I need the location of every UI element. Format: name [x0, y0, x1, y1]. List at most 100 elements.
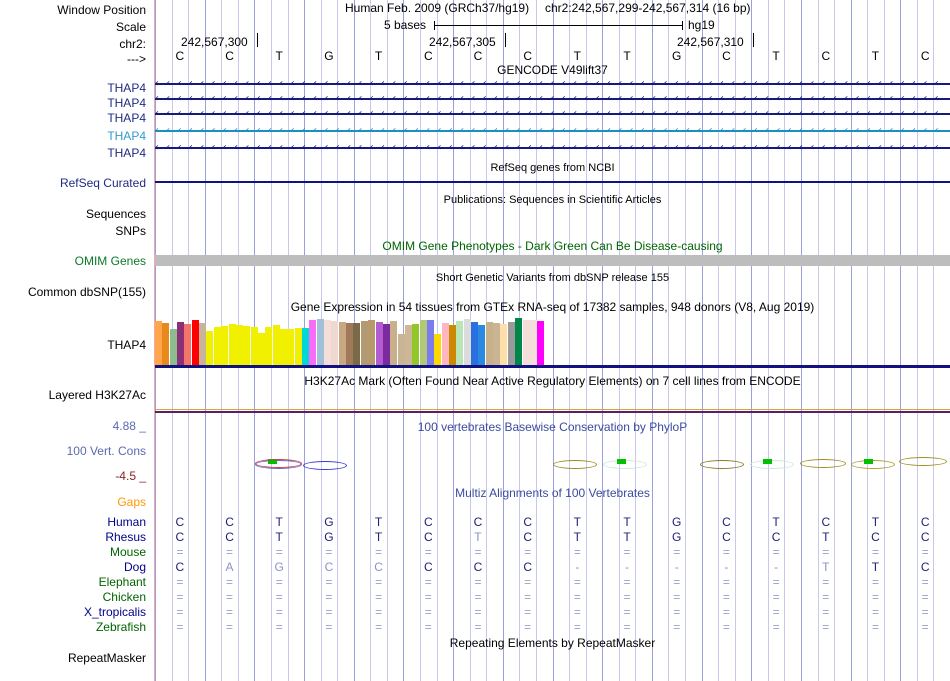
gtex-tissue-bar[interactable]	[177, 322, 185, 365]
gtex-tissue-bar[interactable]	[493, 323, 501, 365]
gtex-tissue-bar[interactable]	[235, 325, 243, 365]
gencode-gene-label-1[interactable]: THAP4	[107, 81, 146, 95]
gtex-tissue-bar[interactable]	[272, 325, 280, 365]
gencode-gene-label-4[interactable]: THAP4	[107, 129, 146, 143]
gtex-tissue-bar[interactable]	[213, 327, 221, 365]
gtex-tissue-bar[interactable]	[478, 325, 486, 365]
gtex-tissue-bar[interactable]	[324, 320, 332, 365]
gtex-tissue-bar[interactable]	[404, 325, 412, 365]
h3k27ac-track-title[interactable]: H3K27Ac Mark (Often Found Near Active Re…	[304, 374, 801, 388]
gtex-tissue-bar[interactable]	[287, 329, 295, 365]
gtex-tissue-bar[interactable]	[155, 321, 162, 365]
gencode-gene-row[interactable]: ‹‹‹‹‹‹‹‹‹‹‹‹‹‹‹‹‹‹‹‹‹‹‹‹‹‹‹‹‹‹‹‹‹‹‹‹‹‹‹‹…	[155, 78, 950, 89]
gtex-tissue-bar[interactable]	[309, 320, 317, 365]
species-label-mouse[interactable]: Mouse	[109, 545, 146, 559]
phylop-conservation-plot[interactable]	[155, 440, 950, 500]
species-label-dog[interactable]: Dog	[123, 560, 146, 574]
gtex-tissue-bar[interactable]	[441, 323, 449, 365]
gtex-tissue-bar[interactable]	[316, 319, 324, 365]
gtex-tissue-bar[interactable]	[449, 325, 456, 365]
alignment-base: =	[673, 605, 681, 619]
multiz-track-title[interactable]: Multiz Alignments of 100 Vertebrates	[455, 486, 650, 500]
gtex-track-title[interactable]: Gene Expression in 54 tissues from GTEx …	[290, 300, 815, 314]
publications-track-title[interactable]: Publications: Sequences in Scientific Ar…	[443, 194, 662, 206]
species-label-chicken[interactable]: Chicken	[102, 590, 146, 604]
gtex-tissue-bar[interactable]	[426, 320, 434, 365]
phylop-value-mark	[899, 457, 947, 466]
gtex-tissue-bar[interactable]	[434, 334, 442, 365]
gtex-tissue-bar[interactable]	[302, 328, 309, 365]
repeatmasker-track-title[interactable]: Repeating Elements by RepeatMasker	[449, 636, 656, 650]
gtex-tissue-bar[interactable]	[515, 318, 523, 365]
gencode-gene-label-3[interactable]: THAP4	[107, 111, 146, 125]
common-dbsnp-label[interactable]: Common dbSNP(155)	[27, 285, 146, 299]
gtex-tissue-bar[interactable]	[522, 320, 530, 365]
refseq-track-title[interactable]: RefSeq genes from NCBI	[490, 162, 615, 174]
dbsnp-track-title[interactable]: Short Genetic Variants from dbSNP releas…	[435, 272, 670, 284]
gencode-gene-row[interactable]: ‹‹‹‹‹‹‹‹‹‹‹‹‹‹‹‹‹‹‹‹‹‹‹‹‹‹‹‹‹‹‹‹‹‹‹‹‹‹‹‹…	[155, 125, 950, 136]
gtex-tissue-bar[interactable]	[169, 329, 177, 365]
gencode-gene-row[interactable]: ‹‹‹‹‹‹‹‹‹‹‹‹‹‹‹‹‹‹‹‹‹‹‹‹‹‹‹‹‹‹‹‹‹‹‹‹‹‹‹‹…	[155, 108, 950, 119]
gtex-tissue-bar[interactable]	[228, 324, 236, 365]
omim-track-title[interactable]: OMIM Gene Phenotypes - Dark Green Can Be…	[382, 239, 723, 253]
species-label-elephant[interactable]: Elephant	[98, 575, 146, 589]
gtex-tissue-bar[interactable]	[250, 327, 258, 365]
gridline	[569, 0, 570, 681]
gridline	[735, 0, 736, 681]
gencode-gene-row[interactable]: ‹‹‹‹‹‹‹‹‹‹‹‹‹‹‹‹‹‹‹‹‹‹‹‹‹‹‹‹‹‹‹‹‹‹‹‹‹‹‹‹…	[155, 142, 950, 153]
gtex-tissue-bar[interactable]	[338, 322, 346, 365]
layered-h3k27ac-label[interactable]: Layered H3K27Ac	[48, 388, 146, 402]
track-data-area[interactable]: Human Feb. 2009 (GRCh37/hg19) chr2:242,5…	[155, 0, 950, 681]
gtex-tissue-bar[interactable]	[419, 320, 427, 365]
gtex-tissue-bar[interactable]	[544, 342, 552, 365]
gtex-tissue-bar[interactable]	[162, 323, 170, 365]
species-label-xtropicalis[interactable]: X_tropicalis	[83, 605, 146, 619]
gencode-gene-row[interactable]: ‹‹‹‹‹‹‹‹‹‹‹‹‹‹‹‹‹‹‹‹‹‹‹‹‹‹‹‹‹‹‹‹‹‹‹‹‹‹‹‹…	[155, 93, 950, 104]
snps-label[interactable]: SNPs	[115, 224, 146, 238]
gtex-tissue-bar[interactable]	[500, 324, 508, 365]
gtex-tissue-bar[interactable]	[507, 322, 515, 365]
omim-gene-bar[interactable]	[155, 255, 950, 266]
refseq-gene-line[interactable]	[155, 181, 950, 183]
gtex-tissue-bar[interactable]	[529, 320, 537, 365]
gtex-tissue-bar[interactable]	[382, 324, 390, 365]
species-label-rhesus[interactable]: Rhesus	[105, 530, 146, 544]
omim-genes-label[interactable]: OMIM Genes	[74, 254, 146, 268]
gtex-tissue-bar[interactable]	[265, 327, 273, 365]
gtex-tissue-bar[interactable]	[456, 321, 464, 365]
gtex-tissue-bar[interactable]	[199, 323, 207, 365]
gtex-tissue-bar[interactable]	[471, 322, 479, 365]
alignment-base: =	[176, 590, 184, 604]
repeatmasker-label[interactable]: RepeatMasker	[67, 651, 146, 665]
gtex-tissue-bar[interactable]	[191, 320, 199, 365]
gtex-tissue-bar[interactable]	[375, 322, 383, 365]
gtex-tissue-bar[interactable]	[279, 329, 287, 365]
gtex-tissue-bar[interactable]	[243, 326, 251, 365]
gtex-tissue-bar[interactable]	[463, 319, 471, 365]
gtex-tissue-bar[interactable]	[206, 331, 214, 365]
species-label-human[interactable]: Human	[107, 515, 146, 529]
gencode-gene-label-5[interactable]: THAP4	[107, 146, 146, 160]
gtex-tissue-bar[interactable]	[257, 333, 265, 365]
gtex-tissue-bar[interactable]	[368, 320, 376, 365]
sequences-label[interactable]: Sequences	[85, 207, 146, 221]
conservation-track-title[interactable]: 100 vertebrates Basewise Conservation by…	[417, 420, 688, 434]
gtex-thap4-label[interactable]: THAP4	[107, 338, 146, 352]
gencode-gene-label-2[interactable]: THAP4	[107, 96, 146, 110]
gtex-tissue-bar[interactable]	[485, 322, 493, 365]
gtex-tissue-bar[interactable]	[331, 321, 339, 365]
gtex-tissue-bar[interactable]	[537, 321, 545, 365]
gtex-tissue-bar[interactable]	[221, 326, 229, 365]
species-label-zebrafish[interactable]: Zebrafish	[95, 620, 146, 634]
gtex-tissue-bar[interactable]	[390, 321, 398, 365]
gencode-track-title[interactable]: GENCODE V49lift37	[497, 63, 608, 77]
gtex-tissue-bar[interactable]	[353, 323, 361, 365]
conservation-label[interactable]: 100 Vert. Cons	[66, 444, 146, 458]
gtex-tissue-bar[interactable]	[184, 324, 192, 365]
gtex-tissue-bar[interactable]	[412, 324, 420, 365]
gtex-tissue-bar[interactable]	[294, 328, 302, 365]
gtex-tissue-bar[interactable]	[397, 334, 405, 365]
gtex-tissue-bar[interactable]	[360, 321, 368, 365]
gtex-tissue-bar[interactable]	[346, 323, 354, 365]
refseq-curated-label[interactable]: RefSeq Curated	[59, 176, 146, 190]
